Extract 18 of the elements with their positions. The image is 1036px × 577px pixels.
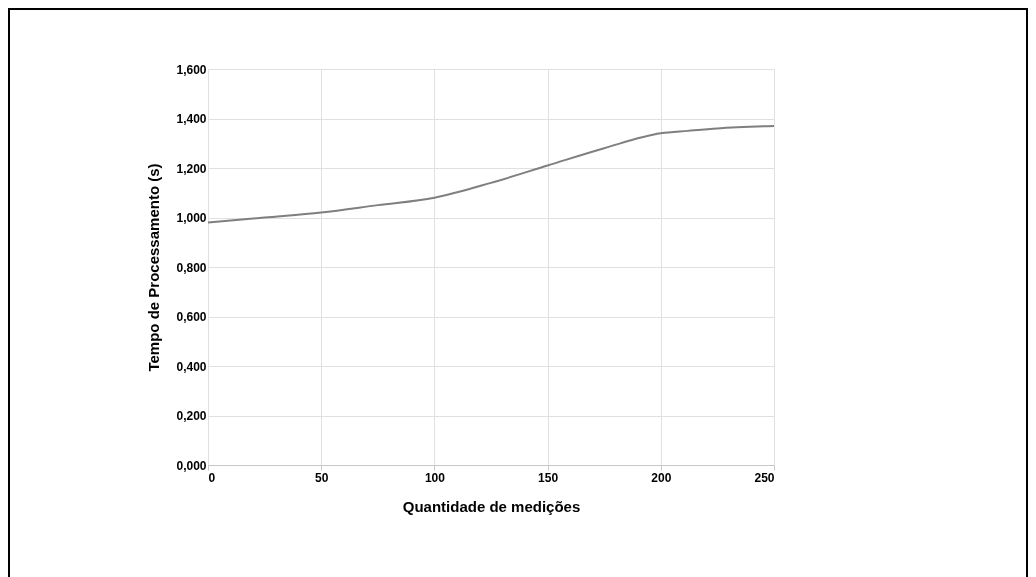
- y-tick-label: 0,000: [176, 458, 207, 473]
- y-tick-label: 1,400: [176, 112, 207, 126]
- y-tick-label: 1,600: [176, 62, 207, 77]
- x-tick-label: 0: [208, 470, 216, 485]
- x-tick-label: 50: [315, 470, 329, 485]
- line-series: [207, 124, 775, 224]
- x-tick-label: 200: [651, 470, 672, 485]
- y-tick-label: 0,600: [176, 310, 207, 324]
- x-axis-title: Quantidade de medições: [402, 497, 581, 515]
- y-axis-title: Tempo de Processamento (s): [145, 163, 163, 372]
- y-tick-label: 0,400: [176, 359, 207, 374]
- y-tick-label: 1,200: [176, 161, 207, 176]
- x-tick-label: 100: [424, 470, 446, 485]
- x-tick-label: 250: [754, 470, 775, 485]
- x-tick-label: 150: [538, 470, 559, 485]
- y-tick-label: 1,000: [176, 211, 207, 225]
- y-tick-label: 0,200: [176, 409, 207, 423]
- y-tick-label: 0,800: [176, 260, 207, 275]
